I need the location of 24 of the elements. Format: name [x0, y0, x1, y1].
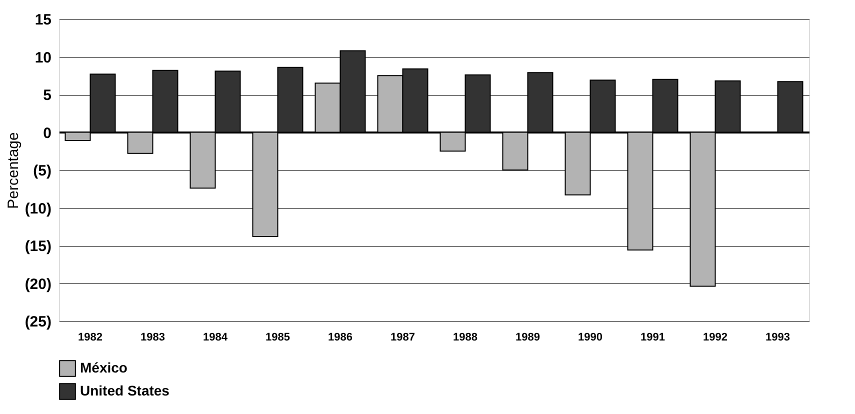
x-tick-label: 1986: [328, 332, 352, 344]
y-tick-label: (25): [24, 314, 52, 330]
y-tick-label: 15: [34, 12, 52, 28]
x-tick-label: 1989: [516, 332, 540, 344]
x-tick-label: 1993: [766, 332, 790, 344]
y-tick-label: (20): [24, 276, 52, 293]
x-tick-label: 1985: [266, 332, 290, 344]
x-tick-label: 1991: [640, 332, 665, 344]
legend-label: México: [80, 360, 128, 376]
x-tick-label: 1990: [578, 332, 602, 344]
x-tick-label: 1983: [140, 332, 165, 344]
x-tick-label: 1988: [453, 332, 478, 344]
x-tick-label: 1982: [78, 332, 102, 344]
y-tick-label: 5: [43, 87, 52, 104]
legend-label: United States: [80, 382, 170, 398]
y-tick-label: 10: [34, 49, 52, 66]
x-tick-label: 1992: [703, 332, 728, 344]
y-tick-label: (10): [24, 200, 52, 218]
x-tick-label: 1987: [390, 332, 415, 344]
y-tick-label: 0: [43, 124, 52, 142]
x-tick-label: 1984: [203, 332, 228, 344]
y-axis-title: Percentage: [4, 132, 22, 209]
y-tick-label: (5): [33, 162, 52, 180]
y-tick-label: (15): [24, 238, 52, 255]
